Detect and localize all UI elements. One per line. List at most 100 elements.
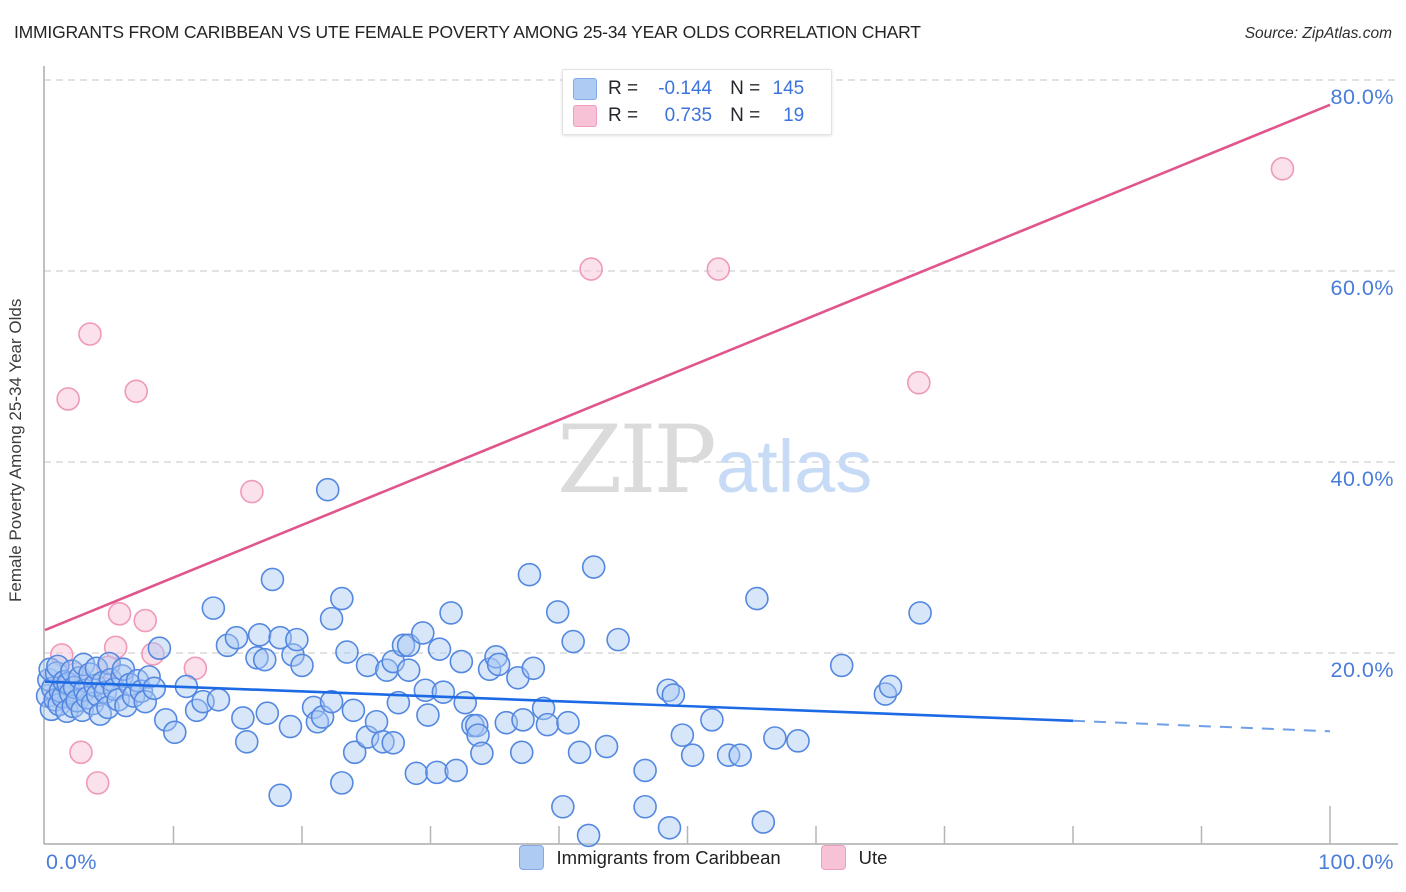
- scatter-point-caribbean[interactable]: [93, 680, 118, 704]
- scatter-point-ute[interactable]: [85, 771, 110, 795]
- scatter-point-caribbean[interactable]: [551, 794, 575, 819]
- scatter-point-caribbean[interactable]: [486, 652, 511, 677]
- scatter-point-caribbean[interactable]: [509, 740, 534, 765]
- scatter-point-caribbean[interactable]: [268, 783, 292, 808]
- scatter-point-caribbean[interactable]: [335, 640, 359, 664]
- scatter-point-caribbean[interactable]: [439, 601, 463, 625]
- scatter-point-caribbean[interactable]: [252, 647, 277, 672]
- series-legend-ute[interactable]: Ute: [820, 845, 887, 870]
- scatter-point-caribbean[interactable]: [763, 726, 787, 750]
- scatter-point-caribbean[interactable]: [416, 703, 440, 727]
- legend-row-ute[interactable]: R = 0.735 N = 19: [573, 104, 821, 127]
- scatter-point-caribbean[interactable]: [431, 680, 456, 704]
- scatter-point-caribbean[interactable]: [341, 698, 366, 723]
- scatter-point-caribbean[interactable]: [511, 708, 535, 732]
- scatter-point-caribbean[interactable]: [260, 567, 285, 592]
- scatter-point-caribbean[interactable]: [162, 720, 187, 745]
- scatter-point-caribbean[interactable]: [231, 706, 255, 730]
- scatter-point-ute[interactable]: [69, 740, 93, 765]
- scatter-point-caribbean[interactable]: [576, 823, 601, 848]
- scatter-point-caribbean[interactable]: [404, 761, 429, 786]
- scatter-point-caribbean[interactable]: [386, 690, 411, 715]
- scatter-point-caribbean[interactable]: [633, 758, 657, 783]
- scatter-point-caribbean[interactable]: [633, 794, 657, 819]
- x-axis-min-label: 0.0%: [46, 850, 97, 874]
- scatter-point-caribbean[interactable]: [567, 740, 592, 765]
- scatter-point-caribbean[interactable]: [449, 649, 474, 674]
- scatter-point-caribbean[interactable]: [330, 586, 354, 611]
- scatter-point-caribbean[interactable]: [153, 708, 178, 732]
- scatter-point-caribbean[interactable]: [319, 606, 344, 631]
- scatter-point-caribbean[interactable]: [245, 645, 269, 670]
- scatter-point-caribbean[interactable]: [315, 477, 340, 502]
- scatter-point-caribbean[interactable]: [444, 758, 469, 783]
- scatter-point-caribbean[interactable]: [561, 629, 585, 654]
- scatter-point-caribbean[interactable]: [470, 741, 494, 766]
- n-value-ute: 19: [783, 105, 805, 126]
- scatter-point-caribbean[interactable]: [594, 734, 619, 759]
- scatter-point-caribbean[interactable]: [142, 676, 167, 701]
- scatter-point-caribbean[interactable]: [224, 625, 249, 650]
- series-legend-caribbean[interactable]: Immigrants from Caribbean: [518, 845, 781, 870]
- scatter-point-caribbean[interactable]: [290, 653, 314, 678]
- scatter-point-caribbean[interactable]: [234, 730, 259, 754]
- scatter-point-caribbean[interactable]: [355, 653, 380, 678]
- scatter-point-caribbean[interactable]: [201, 596, 226, 620]
- scatter-point-caribbean[interactable]: [466, 723, 490, 747]
- scatter-point-ute[interactable]: [56, 387, 80, 411]
- scatter-point-caribbean[interactable]: [410, 621, 435, 645]
- scatter-point-caribbean[interactable]: [464, 713, 489, 738]
- scatter-point-caribbean[interactable]: [133, 689, 158, 714]
- scatter-point-caribbean[interactable]: [255, 701, 280, 725]
- scatter-point-ute[interactable]: [706, 257, 731, 281]
- scatter-point-caribbean[interactable]: [878, 674, 903, 699]
- scatter-point-caribbean[interactable]: [545, 600, 570, 624]
- scatter-point-caribbean[interactable]: [728, 743, 752, 767]
- scatter-point-ute[interactable]: [107, 602, 132, 626]
- scatter-point-caribbean[interactable]: [606, 627, 630, 652]
- scatter-point-caribbean[interactable]: [751, 810, 776, 834]
- scatter-point-caribbean[interactable]: [391, 633, 416, 658]
- scatter-point-caribbean[interactable]: [278, 714, 303, 739]
- scatter-point-caribbean[interactable]: [535, 712, 560, 737]
- scatter-point-caribbean[interactable]: [829, 653, 854, 678]
- scatter-point-caribbean[interactable]: [581, 555, 606, 579]
- scatter-point-ute[interactable]: [124, 379, 149, 404]
- scatter-point-caribbean[interactable]: [427, 637, 452, 661]
- scatter-point-caribbean[interactable]: [215, 633, 240, 658]
- scatter-point-caribbean[interactable]: [342, 740, 367, 765]
- scatter-point-caribbean[interactable]: [396, 658, 421, 682]
- scatter-point-caribbean[interactable]: [364, 709, 389, 734]
- scatter-point-caribbean[interactable]: [745, 586, 769, 611]
- scatter-point-caribbean[interactable]: [517, 562, 542, 587]
- scatter-point-ute[interactable]: [133, 608, 158, 633]
- scatter-point-caribbean[interactable]: [670, 723, 695, 747]
- scatter-point-caribbean[interactable]: [786, 729, 810, 753]
- scatter-point-caribbean[interactable]: [381, 730, 406, 755]
- scatter-point-caribbean[interactable]: [285, 627, 309, 652]
- scatter-point-caribbean[interactable]: [453, 690, 477, 715]
- scatter-point-caribbean[interactable]: [700, 708, 724, 732]
- scatter-point-ute[interactable]: [1270, 157, 1295, 181]
- scatter-point-caribbean[interactable]: [147, 636, 172, 661]
- scatter-point-caribbean[interactable]: [301, 695, 326, 720]
- scatter-point-caribbean[interactable]: [661, 683, 686, 707]
- scatter-point-caribbean[interactable]: [657, 815, 682, 840]
- scatter-point-caribbean[interactable]: [521, 656, 546, 681]
- scatter-point-caribbean[interactable]: [319, 689, 344, 714]
- scatter-point-caribbean[interactable]: [330, 771, 354, 795]
- scatter-point-ute[interactable]: [906, 370, 931, 395]
- legend-row-caribbean[interactable]: R = -0.144 N = 145: [573, 77, 821, 100]
- scatter-point-caribbean[interactable]: [908, 601, 932, 625]
- scatter-point-caribbean[interactable]: [137, 665, 161, 689]
- source-attribution[interactable]: Source: ZipAtlas.com: [1244, 25, 1392, 42]
- scatter-point-caribbean[interactable]: [247, 623, 272, 647]
- scatter-point-caribbean[interactable]: [680, 743, 705, 767]
- scatter-point-ute[interactable]: [579, 257, 603, 281]
- scatter-point-caribbean[interactable]: [46, 654, 70, 679]
- scatter-point-caribbean[interactable]: [206, 687, 231, 712]
- scatter-point-caribbean[interactable]: [425, 760, 449, 785]
- scatter-point-ute[interactable]: [240, 479, 264, 504]
- scatter-point-caribbean[interactable]: [556, 710, 580, 735]
- scatter-point-ute[interactable]: [78, 322, 102, 346]
